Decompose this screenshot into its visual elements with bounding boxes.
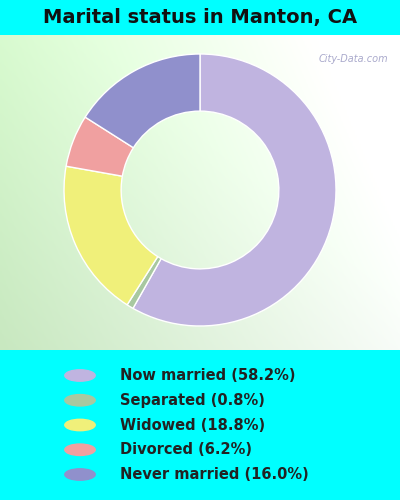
Circle shape — [65, 370, 95, 381]
Circle shape — [65, 420, 95, 430]
Text: Widowed (18.8%): Widowed (18.8%) — [120, 418, 265, 432]
Wedge shape — [66, 117, 133, 176]
Wedge shape — [85, 54, 200, 148]
Text: Separated (0.8%): Separated (0.8%) — [120, 393, 265, 408]
Text: Divorced (6.2%): Divorced (6.2%) — [120, 442, 252, 457]
Circle shape — [65, 444, 95, 456]
Wedge shape — [127, 256, 161, 308]
Wedge shape — [64, 166, 158, 305]
Text: Marital status in Manton, CA: Marital status in Manton, CA — [43, 8, 357, 27]
Text: Never married (16.0%): Never married (16.0%) — [120, 467, 309, 482]
Text: Now married (58.2%): Now married (58.2%) — [120, 368, 296, 383]
Text: City-Data.com: City-Data.com — [318, 54, 388, 64]
Wedge shape — [133, 54, 336, 326]
Circle shape — [65, 469, 95, 480]
Circle shape — [65, 394, 95, 406]
